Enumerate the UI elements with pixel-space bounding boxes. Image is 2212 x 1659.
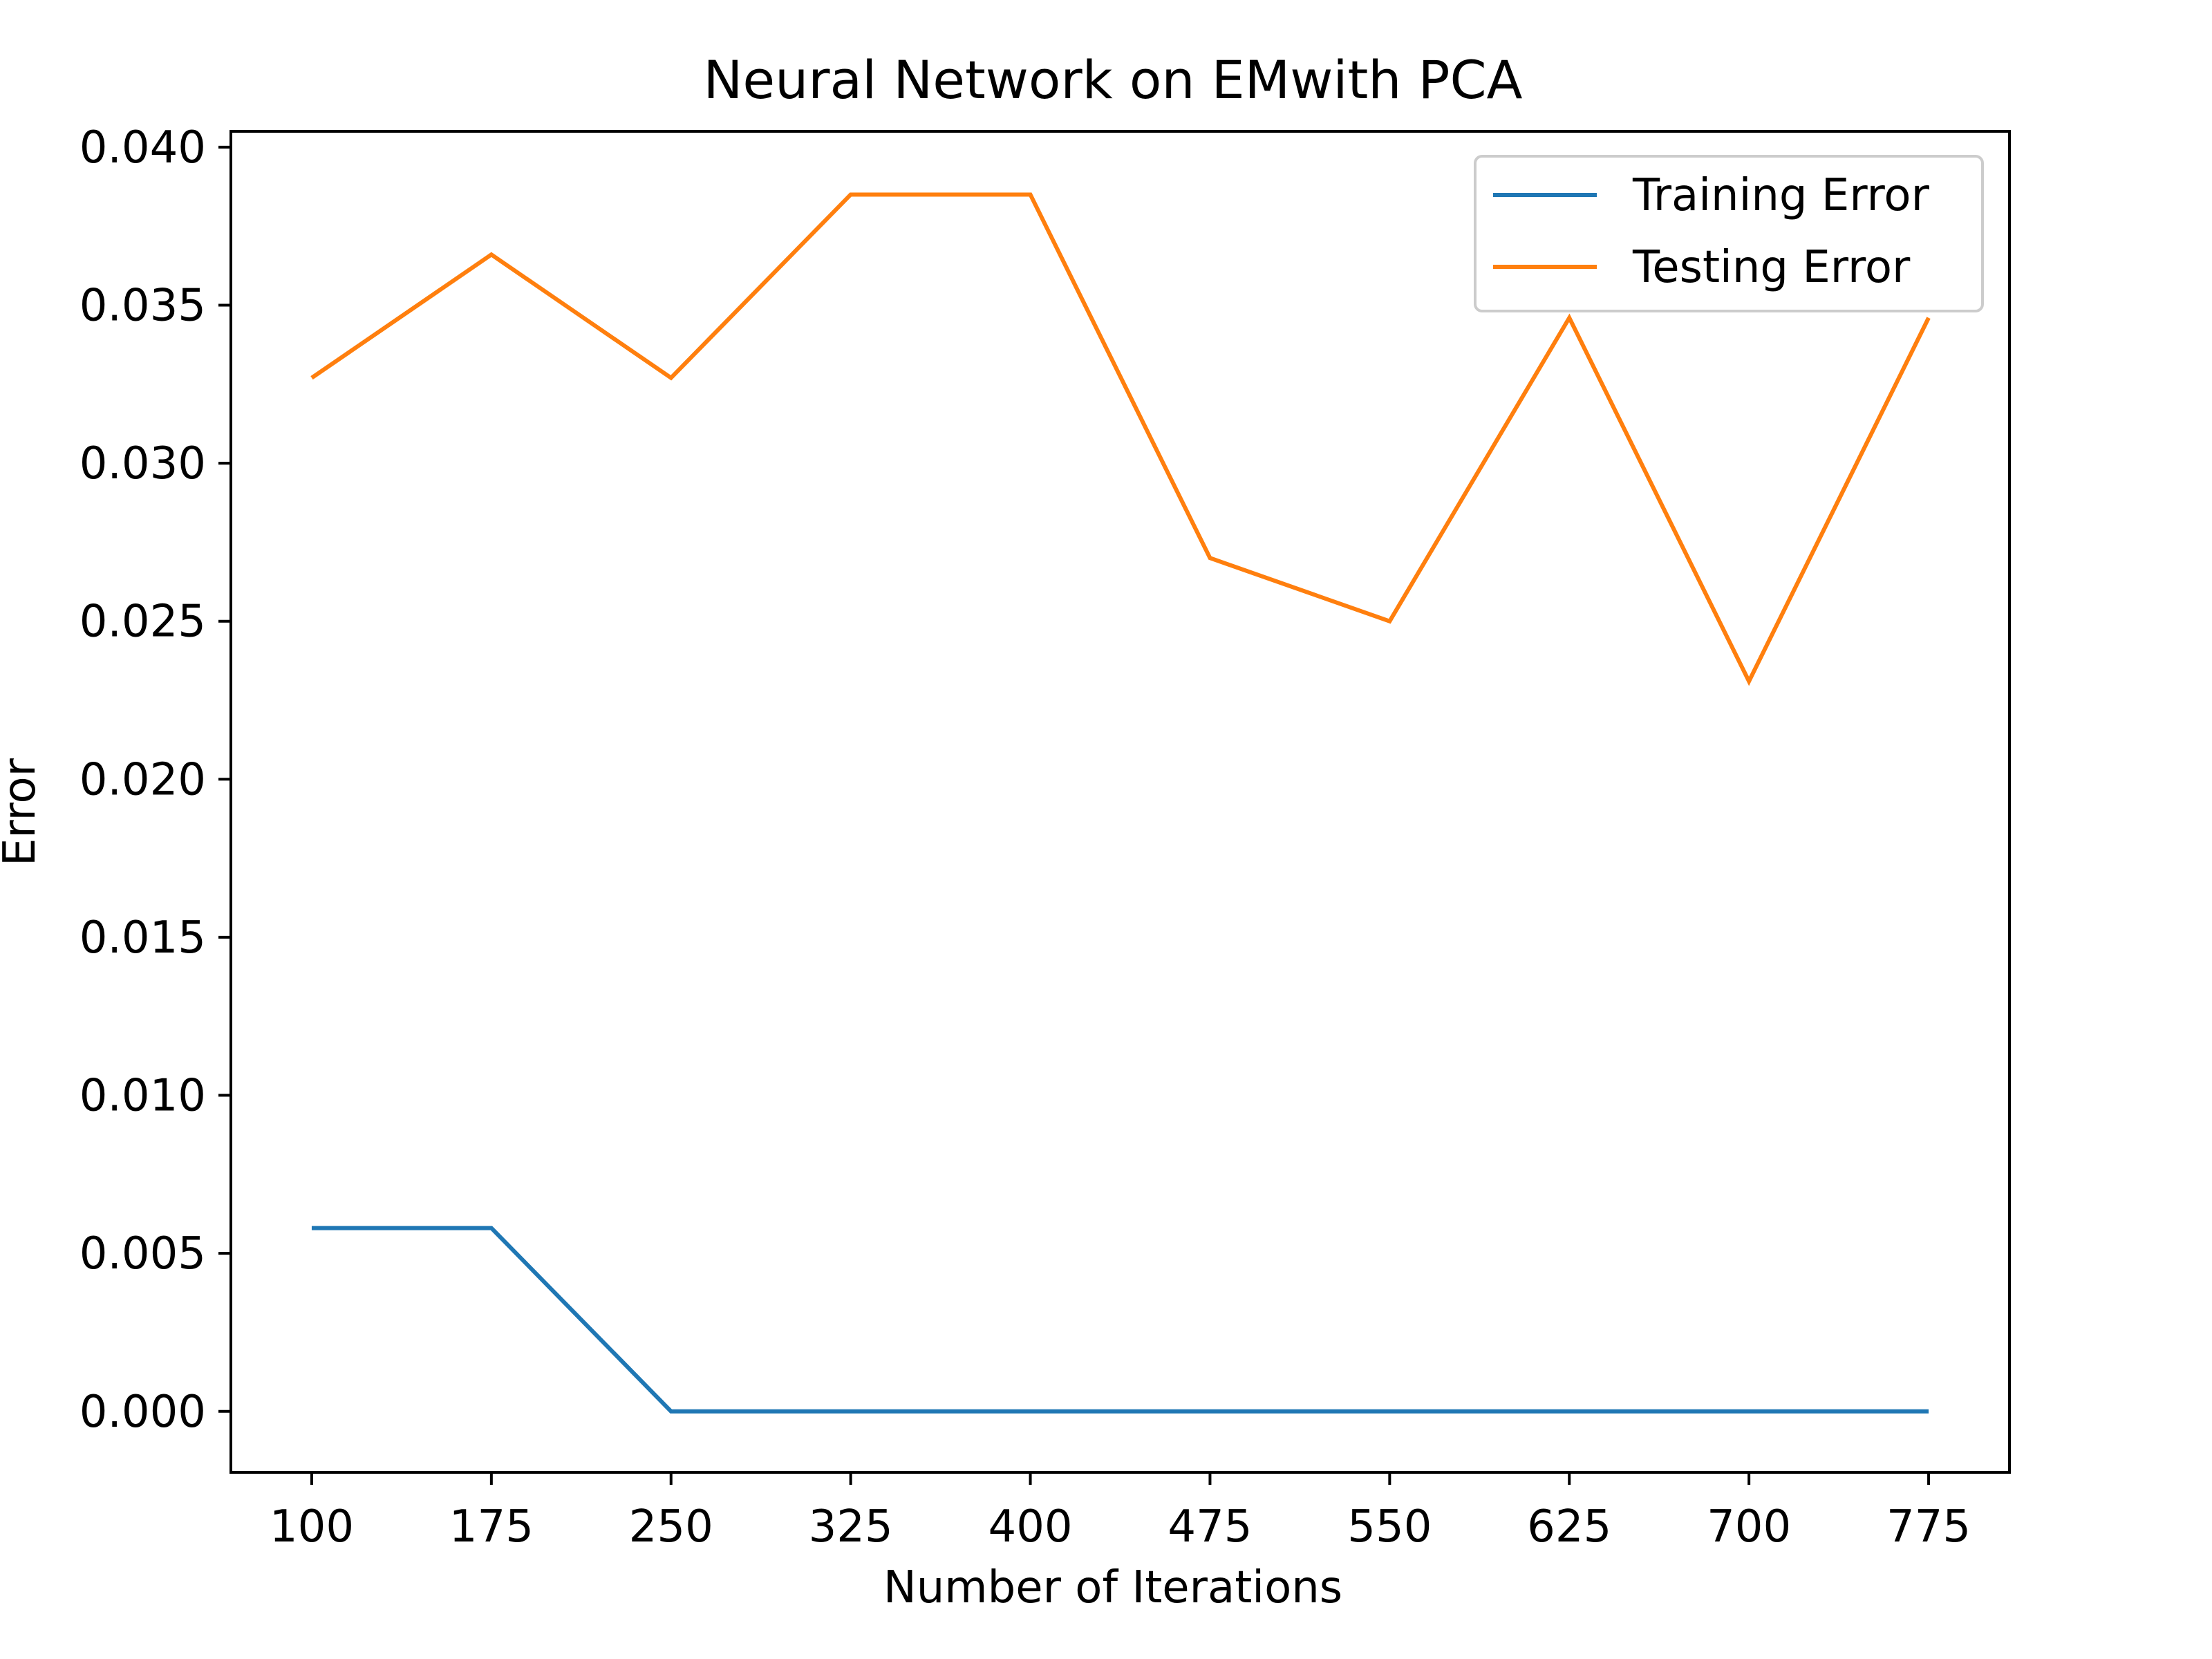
y-tick-label: 0.035 [79,280,206,331]
legend-label-training-error: Training Error [1632,170,1930,221]
legend-box [1474,155,1984,312]
y-axis-label: Error [0,758,46,866]
x-axis-label: Number of Iterations [883,1562,1342,1613]
x-tick-label: 175 [449,1501,534,1553]
series-lines [310,192,1931,1414]
y-tick-label: 0.000 [79,1387,206,1438]
x-tick-label: 550 [1347,1501,1432,1553]
y-tick-label: 0.040 [79,122,206,174]
y-tick-label: 0.010 [79,1071,206,1122]
series-line-training-error [311,1226,1929,1414]
x-tick-label: 325 [809,1501,893,1553]
x-tick-label: 400 [988,1501,1072,1553]
x-tick-label: 100 [270,1501,354,1553]
chart-title: Neural Network on EMwith PCA [703,49,1522,111]
series-line-testing-error [310,192,1931,686]
y-tick-label: 0.030 [79,438,206,489]
x-tick-label: 625 [1527,1501,1611,1553]
legend-label-testing-error: Testing Error [1632,242,1911,293]
y-tick-label: 0.025 [79,597,206,648]
y-tick-label: 0.005 [79,1228,206,1280]
y-tick-label: 0.020 [79,754,206,805]
legend: Training Error Testing Error [1474,155,1984,312]
y-tick-label: 0.015 [79,912,206,964]
x-tick-label: 475 [1168,1501,1252,1553]
plot-frame [229,130,2011,1474]
x-tick-label: 700 [1707,1501,1791,1553]
axis-ticks: 100 175 250 325 400 475 550 625 700 775 0.000 0.005… [79,122,1971,1553]
x-tick-label: 250 [629,1501,713,1553]
x-tick-label: 775 [1886,1501,1971,1553]
